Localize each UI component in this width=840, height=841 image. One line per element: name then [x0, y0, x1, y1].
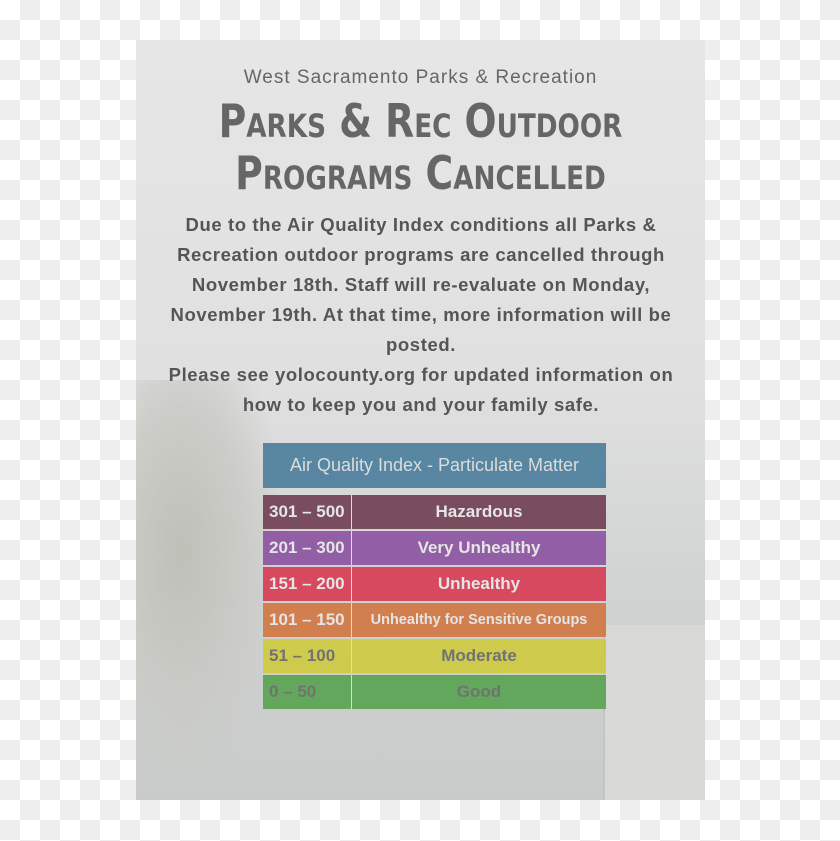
aqi-row: 301 – 500 Hazardous [263, 495, 606, 529]
flyer: West Sacramento Parks & Recreation Parks… [136, 40, 705, 800]
aqi-range: 301 – 500 [263, 495, 352, 529]
aqi-category: Very Unhealthy [417, 538, 541, 557]
aqi-category: Good [456, 682, 502, 701]
aqi-range: 201 – 300 [263, 531, 352, 565]
headline-line-1: Parks & Rec Outdoor [218, 94, 623, 148]
aqi-category: Unhealthy [437, 574, 521, 593]
aqi-row: 51 – 100 Moderate [263, 639, 606, 673]
building-background [603, 625, 705, 800]
aqi-table: Air Quality Index - Particulate Matter 3… [263, 443, 606, 709]
aqi-range: 151 – 200 [263, 567, 352, 601]
info-text: Please see yolocounty.org for updated in… [168, 364, 674, 415]
tree-background [136, 380, 286, 800]
aqi-row: 151 – 200 Unhealthy [263, 567, 606, 601]
aqi-range: 51 – 100 [263, 639, 352, 673]
aqi-category: Hazardous [435, 502, 523, 521]
announcement-text: Due to the Air Quality Index conditions … [170, 214, 672, 355]
aqi-category: Unhealthy for Sensitive Groups [370, 612, 588, 628]
headline-line-2: Programs Cancelled [235, 146, 606, 200]
aqi-range: 101 – 150 [263, 603, 352, 637]
organization-name: West Sacramento Parks & Recreation [243, 67, 598, 88]
aqi-range: 0 – 50 [263, 675, 352, 709]
aqi-row: 0 – 50 Good [263, 675, 606, 709]
aqi-row: 201 – 300 Very Unhealthy [263, 531, 606, 565]
aqi-category: Moderate [441, 646, 517, 665]
headline: Parks & Rec Outdoor Programs Cancelled [187, 95, 654, 199]
aqi-table-header: Air Quality Index - Particulate Matter [263, 443, 606, 488]
aqi-row: 101 – 150 Unhealthy for Sensitive Groups [263, 603, 606, 637]
announcement: Due to the Air Quality Index conditions … [151, 210, 691, 420]
